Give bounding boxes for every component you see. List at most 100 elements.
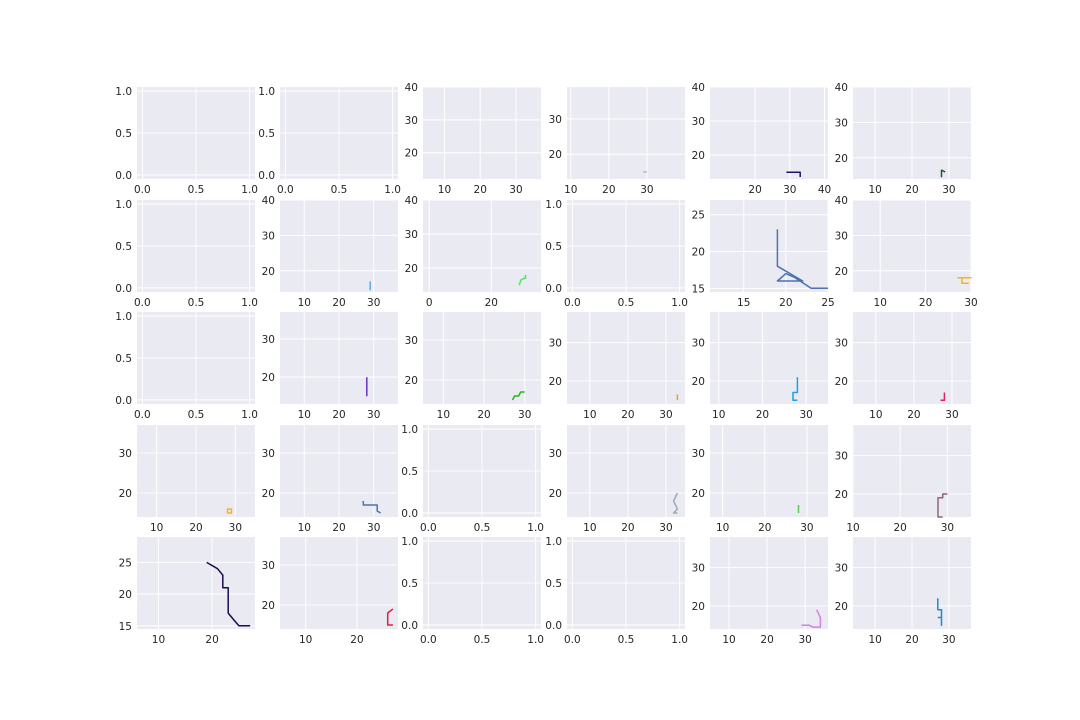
- subplot-24: 10 20 30 20 30: [835, 425, 971, 534]
- y-tick-label: 30: [405, 335, 418, 347]
- subplot-20: 10 20 30 20 30: [262, 425, 398, 534]
- y-tick-label: 0.5: [401, 578, 418, 590]
- x-tick-label: 20: [602, 184, 615, 196]
- x-tick-label: 30: [800, 522, 813, 534]
- y-tick-label: 20: [692, 488, 705, 500]
- x-tick-label: 30: [367, 297, 380, 309]
- y-tick-label: 30: [692, 448, 705, 460]
- x-tick-label: 20: [332, 409, 345, 421]
- x-tick-label: 0.0: [134, 184, 151, 196]
- x-tick-label: 20: [332, 297, 345, 309]
- series-line: [957, 277, 972, 284]
- x-tick-label: 30: [964, 297, 977, 309]
- y-tick-label: 30: [692, 338, 705, 350]
- x-tick-label: 40: [818, 184, 831, 196]
- x-tick-label: 10: [150, 522, 163, 534]
- x-tick-label: 20: [894, 522, 907, 534]
- series-line: [518, 275, 527, 286]
- subplot-16: 10 20 30 20 30: [549, 312, 685, 421]
- x-tick-label: 0.0: [134, 409, 151, 421]
- y-tick-label: 20: [405, 148, 418, 160]
- x-tick-label: 10: [868, 184, 881, 196]
- subplot-2: 0.0 0.5 1.0 0.0 0.5 1.0: [258, 86, 401, 196]
- y-tick-label: 30: [262, 560, 275, 572]
- x-tick-label: 0.5: [474, 522, 491, 534]
- x-tick-label: 10: [846, 522, 859, 534]
- x-tick-label: 10: [152, 634, 165, 646]
- y-tick-label: 20: [835, 266, 848, 278]
- y-tick-label: 40: [835, 82, 848, 94]
- x-tick-label: 30: [799, 409, 812, 421]
- x-tick-label: 1.0: [241, 297, 258, 309]
- y-tick-label: 0.0: [545, 283, 562, 295]
- x-tick-label: 0.5: [618, 634, 635, 646]
- x-tick-label: 1.0: [527, 634, 544, 646]
- x-tick-label: 20: [905, 634, 918, 646]
- subplot-3: 10 20 30 20 30 40: [405, 82, 541, 196]
- series-line: [801, 609, 822, 628]
- subplot-9: 0 20 20 30 40: [405, 195, 541, 309]
- y-tick-label: 30: [692, 116, 705, 128]
- plot-area: [280, 537, 398, 629]
- y-tick-label: 25: [119, 557, 132, 569]
- x-tick-label: 10: [583, 409, 596, 421]
- x-tick-label: 10: [874, 297, 887, 309]
- y-tick-label: 20: [835, 153, 848, 165]
- y-tick-label: 1.0: [115, 86, 132, 98]
- y-tick-label: 20: [835, 489, 848, 501]
- x-tick-label: 10: [868, 634, 881, 646]
- y-tick-label: 40: [405, 82, 418, 94]
- x-tick-label: 10: [564, 184, 577, 196]
- x-tick-label: 20: [621, 522, 634, 534]
- series-line: [940, 169, 946, 178]
- y-tick-label: 0.0: [258, 170, 275, 182]
- y-tick-label: 20: [692, 601, 705, 613]
- x-tick-label: 10: [583, 522, 596, 534]
- x-tick-label: 0.5: [188, 297, 205, 309]
- x-tick-label: 0.0: [134, 297, 151, 309]
- subplot-21: 0.0 0.5 1.0 0.0 0.5 1.0: [401, 424, 544, 534]
- y-tick-label: 30: [262, 448, 275, 460]
- y-tick-label: 1.0: [115, 199, 132, 211]
- subplot-1: 0.0 0.5 1.0 0.0 0.5 1.0: [115, 86, 258, 196]
- x-tick-label: 25: [821, 297, 834, 309]
- y-tick-label: 30: [835, 563, 848, 575]
- y-tick-label: 25: [692, 210, 705, 222]
- y-tick-label: 1.0: [545, 199, 562, 211]
- x-tick-label: 1.0: [241, 409, 258, 421]
- y-tick-label: 1.0: [258, 86, 275, 98]
- x-tick-label: 10: [298, 522, 311, 534]
- x-tick-label: 30: [942, 634, 955, 646]
- plot-area: [567, 87, 685, 179]
- x-tick-label: 20: [748, 184, 761, 196]
- subplot-28: 0.0 0.5 1.0 0.0 0.5 1.0: [545, 536, 688, 646]
- y-tick-label: 20: [835, 601, 848, 613]
- y-tick-label: 30: [835, 230, 848, 242]
- subplot-8: 10 20 30 20 30 40: [262, 195, 398, 309]
- series-line: [511, 391, 525, 401]
- y-tick-label: 20: [692, 150, 705, 162]
- x-tick-label: 0.5: [188, 184, 205, 196]
- y-tick-label: 20: [405, 263, 418, 275]
- plot-area: [423, 312, 541, 404]
- x-tick-label: 20: [332, 522, 345, 534]
- series-line: [672, 492, 679, 514]
- x-tick-label: 30: [659, 522, 672, 534]
- x-tick-label: 10: [437, 409, 450, 421]
- y-tick-label: 40: [835, 195, 848, 207]
- subplot-5: 20 30 40 20 30 40: [692, 82, 832, 196]
- y-tick-label: 30: [405, 229, 418, 241]
- x-tick-label: 0: [426, 297, 433, 309]
- series-line: [940, 392, 946, 401]
- x-tick-label: 0.5: [474, 634, 491, 646]
- y-tick-label: 0.0: [401, 620, 418, 632]
- y-tick-label: 30: [835, 117, 848, 129]
- subplot-29: 10 20 30 20 30: [692, 537, 828, 646]
- y-tick-label: 30: [405, 115, 418, 127]
- plot-area: [853, 200, 971, 292]
- x-tick-label: 0.0: [420, 634, 437, 646]
- x-tick-label: 20: [205, 634, 218, 646]
- x-tick-label: 20: [756, 409, 769, 421]
- x-tick-label: 1.0: [671, 297, 688, 309]
- x-tick-label: 10: [298, 409, 311, 421]
